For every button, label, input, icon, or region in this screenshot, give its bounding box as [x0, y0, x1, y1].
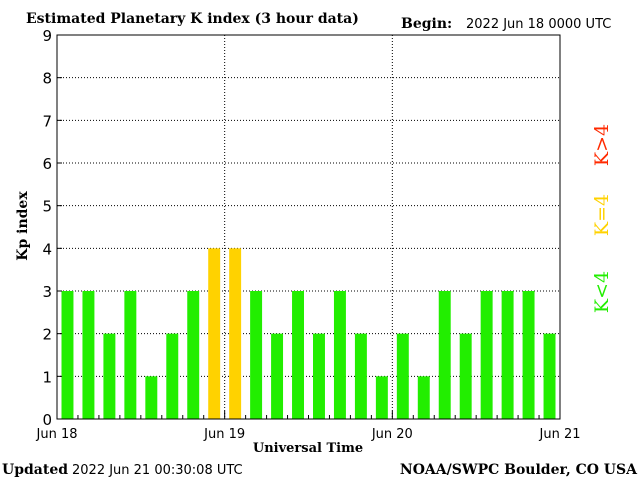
y-tick-label: 2 [42, 326, 52, 344]
kp-bar [417, 376, 430, 419]
kp-bar [438, 291, 451, 419]
kp-bar [250, 291, 263, 419]
y-tick-label: 0 [42, 411, 52, 429]
x-axis-label: Universal Time [253, 441, 363, 456]
y-tick-label: 4 [42, 240, 52, 258]
updated-label: Updated [2, 462, 68, 478]
kp-bar [354, 333, 367, 419]
y-tick-label: 8 [42, 70, 52, 88]
y-tick-label: 5 [42, 198, 52, 216]
chart-title: Estimated Planetary K index (3 hour data… [26, 11, 359, 27]
y-tick-label: 6 [42, 155, 52, 173]
kp-bar [543, 333, 556, 419]
legend-k-equal-4: K=4 [591, 194, 613, 236]
kp-bar [229, 248, 242, 419]
kp-bar [459, 333, 472, 419]
kp-bar [166, 333, 179, 419]
kp-bar [124, 291, 137, 419]
kp-bar [103, 333, 116, 419]
kp-bar [61, 291, 74, 419]
plot-area: 0 1 2 3 4 5 6 7 8 9 Jun 18 Jun 19 Jun 20 Jun 21 [36, 27, 581, 442]
kp-bar [501, 291, 514, 419]
x-tick-label: Jun 20 [371, 427, 413, 442]
begin-label: Begin: [401, 16, 452, 32]
kp-bar [271, 333, 284, 419]
legend-k-below-4: K<4 [591, 271, 613, 313]
kp-bar [145, 376, 158, 419]
y-axis-label: Kp index [15, 191, 31, 261]
source-credit: NOAA/SWPC Boulder, CO USA [400, 462, 638, 478]
kp-bar [480, 291, 493, 419]
kp-bar [333, 291, 346, 419]
kp-bar [522, 291, 535, 419]
y-tick-label: 7 [42, 112, 52, 130]
kp-bar [375, 376, 388, 419]
kp-bar [313, 333, 325, 419]
kp-bar [292, 291, 304, 419]
y-tick-label: 3 [42, 283, 52, 301]
y-tick-label: 1 [42, 368, 52, 386]
kp-bar [208, 248, 221, 419]
x-tick-label: Jun 21 [539, 427, 581, 442]
updated-value: 2022 Jun 21 00:30:08 UTC [72, 463, 243, 478]
kp-bar [396, 333, 409, 419]
kp-bar [82, 291, 95, 419]
x-tick-label: Jun 19 [203, 427, 245, 442]
legend-k-above-4: K>4 [591, 124, 613, 166]
y-tick-label: 9 [42, 27, 52, 45]
x-tick-label: Jun 18 [36, 427, 78, 442]
begin-value: 2022 Jun 18 0000 UTC [466, 17, 611, 32]
kp-bar [187, 291, 200, 419]
